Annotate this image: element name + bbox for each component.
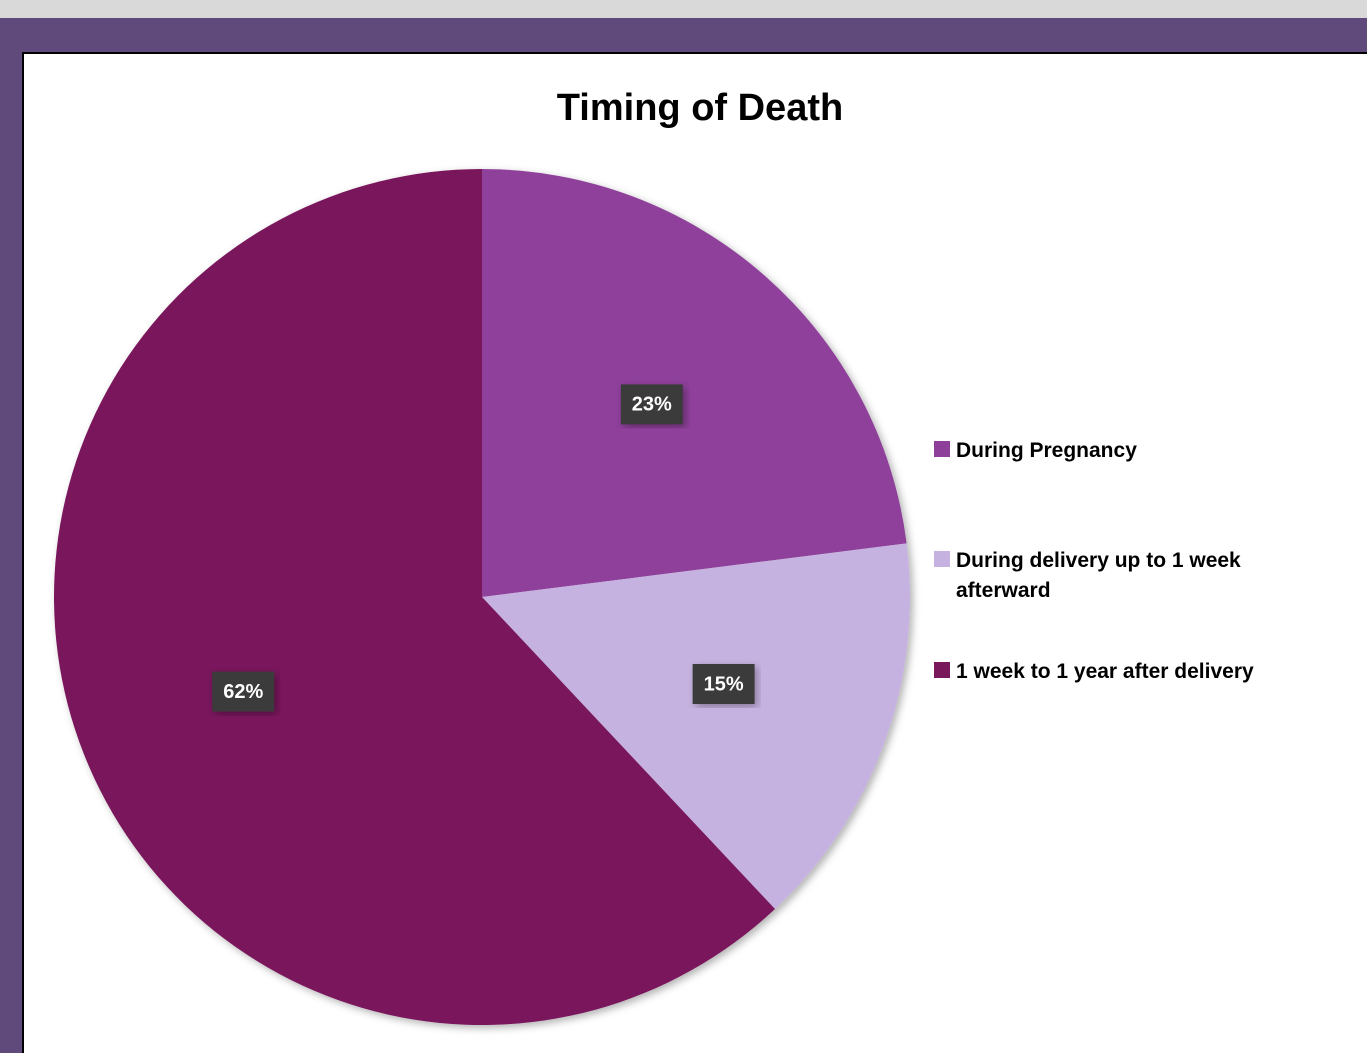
chart-title: Timing of Death <box>557 87 843 129</box>
pie-slice <box>482 543 910 909</box>
pie-slice <box>482 169 907 597</box>
pie-slice <box>53 169 775 1025</box>
legend-label: 1 week to 1 year after delivery <box>956 660 1254 683</box>
legend-label: During delivery up to 1 week afterward <box>956 549 1241 602</box>
data-label-box <box>212 671 275 712</box>
legend-entry: 1 week to 1 year after delivery <box>934 657 1334 687</box>
legend-swatch <box>934 441 950 457</box>
legend-swatch <box>934 662 950 678</box>
legend-entry: During delivery up to 1 week afterward <box>934 546 1334 606</box>
data-label: 15% <box>704 673 744 695</box>
legend-entry: During Pregnancy <box>934 436 1334 466</box>
data-label-box <box>620 384 683 425</box>
data-label-box <box>692 663 755 704</box>
legend-label: During Pregnancy <box>956 439 1137 462</box>
data-label: 23% <box>632 394 672 416</box>
data-label: 62% <box>223 681 263 703</box>
pie <box>53 169 910 1025</box>
legend-swatch <box>934 551 950 567</box>
